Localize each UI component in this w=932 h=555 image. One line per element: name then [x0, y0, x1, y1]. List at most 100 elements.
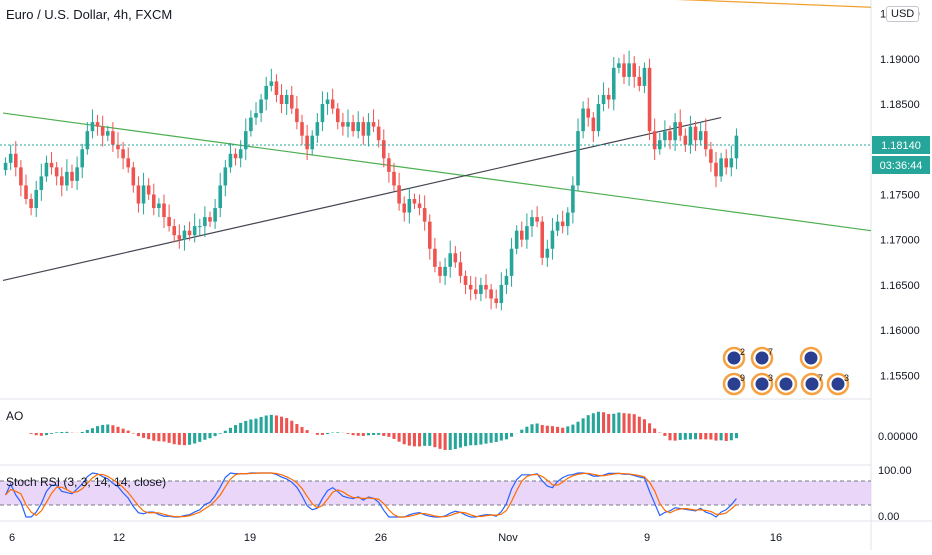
candle-body [693, 126, 698, 141]
candle-body [657, 140, 662, 150]
trend-line[interactable] [2, 117, 722, 281]
candle-body [530, 217, 534, 227]
candle-body [182, 230, 187, 240]
candle-body [305, 135, 309, 150]
candle-body [519, 230, 524, 240]
candle-body [249, 117, 253, 132]
candle-body [13, 153, 18, 168]
price-axis-tick: 1.19000 [880, 54, 920, 66]
candle-body [177, 235, 182, 240]
candle-body [494, 298, 499, 304]
candle-body [371, 122, 376, 127]
candle-body [381, 140, 386, 159]
candle-body [85, 131, 90, 150]
candle-body [341, 122, 345, 127]
flag-icon [805, 377, 819, 391]
candle-body [463, 275, 468, 285]
candle-body [663, 131, 667, 141]
price-axis-tick: 1.15500 [880, 370, 920, 382]
stoch-indicator-label[interactable]: Stoch RSI (3, 3, 14, 14, close) [6, 475, 167, 489]
candle-body [289, 94, 294, 109]
candle-body [586, 108, 591, 118]
candle-body [146, 185, 151, 195]
candle-body [274, 81, 279, 95]
price-axis-tick: 1.17500 [880, 189, 920, 201]
candle-body [591, 117, 596, 132]
candle-body [346, 122, 350, 127]
candle-body [3, 162, 8, 171]
currency-button[interactable]: USD [886, 6, 920, 22]
time-axis-tick: 12 [113, 532, 125, 544]
candle-body [458, 262, 463, 276]
candle-body [550, 230, 555, 249]
price-axis-tick: 1.16000 [880, 325, 920, 337]
candle-body [54, 167, 59, 177]
event-count: 7 [768, 347, 773, 357]
candle-body [243, 131, 248, 150]
candle-body [637, 76, 642, 86]
candle-body [407, 199, 412, 213]
candle-body [259, 99, 263, 114]
candle-body [330, 99, 335, 109]
event-markers[interactable]: 2 7 9 3 7 3 [722, 346, 850, 396]
event-count: 2 [740, 347, 745, 357]
stoch-band [0, 481, 871, 505]
candle-body [509, 248, 514, 276]
candle-body [121, 149, 125, 159]
flag-icon [779, 377, 793, 391]
candle-body [100, 126, 105, 136]
candle-body [468, 284, 473, 290]
candle-body [141, 185, 146, 204]
ao-indicator-label[interactable]: AO [6, 409, 24, 423]
candle-body [203, 217, 207, 227]
trend-line[interactable] [310, 0, 872, 8]
candle-body [540, 221, 545, 258]
candle-body [479, 284, 483, 294]
candle-body [157, 203, 161, 209]
candle-body [606, 94, 611, 100]
candle-body [525, 226, 529, 240]
candle-body [709, 149, 713, 163]
candle-body [218, 185, 223, 209]
candle-body [438, 266, 442, 276]
candle-body [192, 226, 197, 236]
time-axis-tick: 9 [644, 532, 650, 544]
candle-body [131, 167, 136, 186]
candle-body [269, 81, 274, 86]
candle-body [208, 217, 212, 222]
candle-body [310, 135, 315, 150]
flag-icon [727, 351, 741, 365]
candle-body [514, 230, 519, 249]
candle-body [90, 122, 95, 132]
countdown-label: 03:36:44 [880, 160, 923, 172]
candle-body [422, 208, 427, 222]
candle-body [688, 126, 693, 145]
candle-body [116, 144, 120, 150]
candle-body [167, 217, 171, 227]
flag-icon [727, 377, 741, 391]
candle-body [555, 221, 560, 231]
candle-body [151, 194, 156, 209]
candle-body [228, 153, 233, 168]
candle-body [223, 167, 228, 186]
candle-body [504, 275, 509, 285]
trend-line[interactable] [2, 112, 872, 232]
candle-body [724, 158, 729, 168]
candle-body [295, 108, 299, 123]
candle-body [300, 122, 304, 136]
candle-body [70, 171, 74, 181]
candle-body [376, 126, 381, 141]
candle-body [351, 122, 355, 132]
candle-body [19, 167, 23, 186]
candle-body [39, 176, 44, 190]
candle-body [611, 67, 616, 100]
candle-body [284, 94, 289, 105]
candle-body [714, 162, 718, 177]
candle-body [213, 208, 217, 222]
candle-body [238, 149, 243, 159]
candle-body [105, 131, 110, 136]
candle-body [233, 153, 238, 159]
time-axis-tick: Nov [498, 532, 518, 544]
